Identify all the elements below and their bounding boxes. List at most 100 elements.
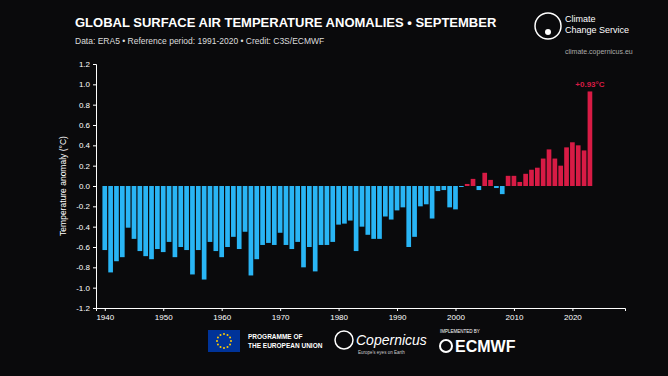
- bar: [558, 166, 563, 186]
- bar: [494, 186, 499, 188]
- y-tick-mark: [93, 64, 96, 65]
- y-tick: -0.6: [76, 243, 96, 252]
- eu-label: PROGRAMME OF: [248, 333, 303, 340]
- x-tick-mark: [339, 308, 340, 311]
- x-tick-label: 2020: [564, 313, 582, 322]
- x-tick-label: 2000: [447, 313, 465, 322]
- x-tick-mark: [572, 308, 573, 311]
- bar: [401, 186, 406, 207]
- bar: [143, 186, 148, 256]
- eu-label: THE EUROPEAN UNION: [248, 342, 323, 349]
- eu-star: [216, 340, 218, 342]
- x-tick-mark: [455, 308, 456, 311]
- implemented-label: IMPLEMENTED BY: [440, 329, 480, 334]
- y-tick-label: 0.8: [79, 101, 91, 110]
- bar: [576, 145, 581, 186]
- eu-star: [220, 334, 222, 336]
- bar: [459, 186, 464, 187]
- bar: [325, 186, 330, 245]
- y-tick-mark: [93, 206, 96, 207]
- x-tick-label: 1960: [213, 313, 231, 322]
- x-axis: 194019501960197019801990200020102020: [96, 308, 625, 322]
- bar: [307, 186, 312, 247]
- ecmwf-icon: [440, 340, 452, 352]
- x-tick-mark: [397, 308, 398, 311]
- chart: GLOBAL SURFACE AIR TEMPERATURE ANOMALIES…: [0, 0, 668, 376]
- x-tick: 2010: [506, 308, 524, 322]
- y-tick-mark: [93, 105, 96, 106]
- bar: [284, 186, 289, 245]
- bar: [161, 186, 166, 252]
- x-tick: 1990: [389, 308, 407, 322]
- x-tick: 2020: [564, 308, 582, 322]
- y-tick-label: 0.2: [79, 162, 91, 171]
- y-tick: -0.8: [76, 263, 96, 272]
- bar: [173, 186, 178, 257]
- bar: [465, 184, 470, 186]
- bar: [213, 186, 218, 251]
- y-tick-mark: [93, 166, 96, 167]
- y-axis: 1.21.00.80.60.40.20.0-0.2-0.4-0.6-0.8-1.…: [76, 60, 96, 313]
- subtitle: Data: ERA5 • Reference period: 1991-2020…: [75, 36, 324, 46]
- y-tick: 0.6: [79, 121, 96, 130]
- title: GLOBAL SURFACE AIR TEMPERATURE ANOMALIES…: [75, 15, 497, 30]
- bar: [529, 170, 534, 186]
- bar: [336, 186, 341, 225]
- bar: [430, 186, 435, 219]
- x-tick-mark: [280, 308, 281, 311]
- eu-star: [223, 333, 225, 335]
- ecmwf-label: ECMWF: [455, 338, 516, 355]
- x-tick-mark: [105, 308, 106, 311]
- bar: [266, 186, 271, 243]
- bar: [547, 149, 552, 186]
- bar: [178, 186, 183, 247]
- eu-flag: [208, 330, 240, 352]
- bar: [395, 186, 400, 210]
- bar: [441, 186, 446, 190]
- eu-star: [220, 346, 222, 348]
- y-tick: 0.4: [79, 141, 96, 150]
- bar: [541, 159, 546, 186]
- y-tick: -0.4: [76, 223, 96, 232]
- bar: [517, 182, 522, 186]
- eu-star: [223, 347, 225, 349]
- bar: [237, 186, 242, 249]
- bar: [102, 186, 107, 250]
- y-axis-line: [93, 65, 97, 309]
- eu-star: [229, 337, 231, 339]
- bar: [412, 186, 417, 237]
- bar: [254, 186, 259, 259]
- bar: [418, 186, 423, 206]
- bar: [155, 186, 160, 249]
- bar: [553, 159, 558, 186]
- bar: [196, 186, 201, 250]
- bar: [219, 186, 224, 257]
- x-tick: 1970: [272, 308, 290, 322]
- bar: [138, 186, 143, 251]
- x-tick-label: 1970: [272, 313, 290, 322]
- x-tick-mark: [163, 308, 164, 311]
- copernicus-label: Copernicus: [356, 332, 427, 348]
- copernicus-tagline: Europe's eyes on Earth: [358, 350, 405, 355]
- bar: [202, 186, 207, 280]
- bar: [126, 186, 131, 228]
- x-tick: 1950: [155, 308, 173, 322]
- bar: [371, 186, 376, 239]
- bar: [190, 186, 195, 274]
- bar: [436, 186, 441, 191]
- bar: [389, 186, 394, 220]
- background: [0, 0, 668, 376]
- bar: [330, 186, 335, 242]
- y-tick-label: -0.2: [76, 202, 90, 211]
- bar: [243, 186, 248, 232]
- y-tick: 1.2: [79, 60, 96, 69]
- bar: [588, 91, 593, 186]
- bar: [342, 186, 347, 224]
- bar: [582, 150, 587, 186]
- y-tick-mark: [93, 84, 96, 85]
- eu-star: [227, 346, 229, 348]
- bar: [289, 186, 294, 249]
- bar: [184, 186, 189, 250]
- y-tick-label: -0.4: [76, 223, 90, 232]
- y-tick-mark: [93, 288, 96, 289]
